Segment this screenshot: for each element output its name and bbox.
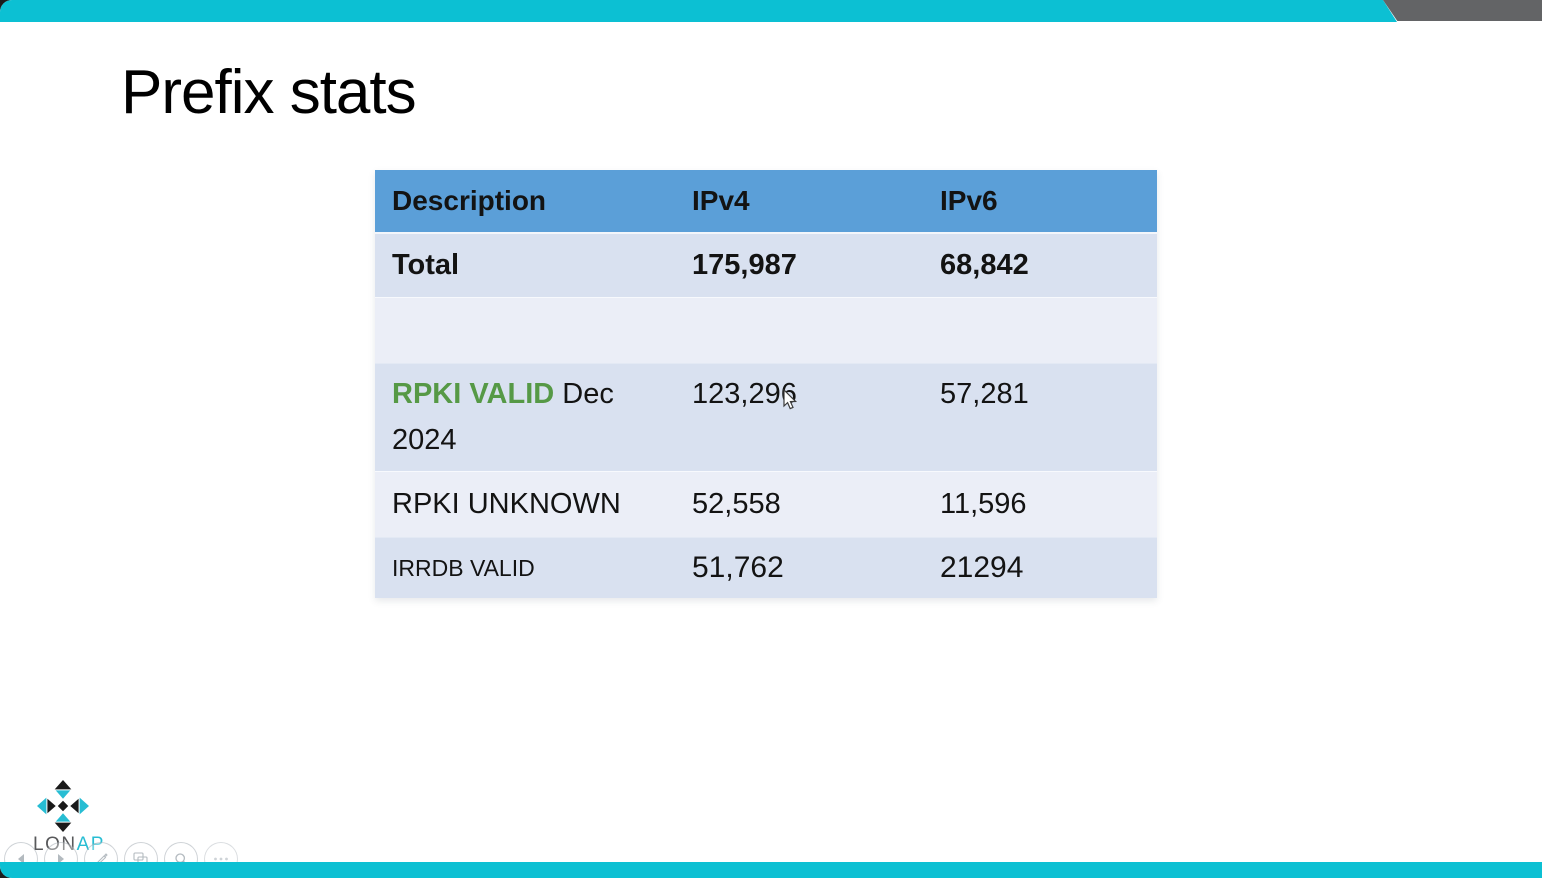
table-row: IRRDB VALID 51,762 21294 bbox=[375, 537, 1157, 598]
rpki-valid-date: Dec 2024 bbox=[392, 378, 614, 457]
cell-ipv4: 175,987 bbox=[692, 249, 797, 281]
lonap-logo-icon bbox=[37, 780, 89, 832]
slideshow-controls bbox=[4, 842, 238, 876]
cell-ipv6: 11,596 bbox=[940, 488, 1027, 520]
cell-description bbox=[375, 298, 675, 363]
col-header-ipv4: IPv4 bbox=[692, 185, 750, 216]
bottom-accent-bar bbox=[0, 862, 1542, 878]
rpki-valid-label: RPKI VALID bbox=[392, 378, 555, 410]
table-header-row: Description IPv4 IPv6 bbox=[375, 170, 1157, 232]
cell-description: IRRDB VALID bbox=[392, 554, 535, 581]
right-arrow-icon bbox=[58, 854, 64, 864]
left-arrow-icon bbox=[18, 854, 24, 864]
cell-description: RPKI UNKNOWN bbox=[392, 488, 621, 520]
table-row bbox=[375, 297, 1157, 363]
table-row: RPKI UNKNOWN 52,558 11,596 bbox=[375, 471, 1157, 537]
cell-ipv4 bbox=[675, 298, 923, 363]
cell-ipv4: 51,762 bbox=[692, 551, 784, 584]
cell-description: RPKI VALID Dec 2024 bbox=[375, 364, 675, 464]
top-accent-bar bbox=[0, 0, 1397, 22]
cell-ipv6: 68,842 bbox=[940, 249, 1029, 281]
page-title: Prefix stats bbox=[121, 58, 417, 127]
col-header-description: Description bbox=[392, 185, 547, 216]
table-row: RPKI VALID Dec 2024 123,296 57,281 bbox=[375, 363, 1157, 471]
cell-description: Total bbox=[392, 249, 460, 281]
cell-ipv6: 57,281 bbox=[940, 378, 1029, 410]
top-corner-shape bbox=[1383, 0, 1542, 21]
cell-ipv6 bbox=[923, 298, 1157, 363]
cell-ipv4: 123,296 bbox=[692, 378, 797, 410]
table-row: Total 175,987 68,842 bbox=[375, 232, 1157, 297]
ellipsis-icon bbox=[214, 857, 228, 861]
cell-ipv4: 52,558 bbox=[692, 488, 781, 520]
col-header-ipv6: IPv6 bbox=[940, 185, 998, 216]
cell-ipv6: 21294 bbox=[940, 551, 1024, 584]
prefix-table: Description IPv4 IPv6 Total 175,987 68,8… bbox=[375, 170, 1157, 598]
